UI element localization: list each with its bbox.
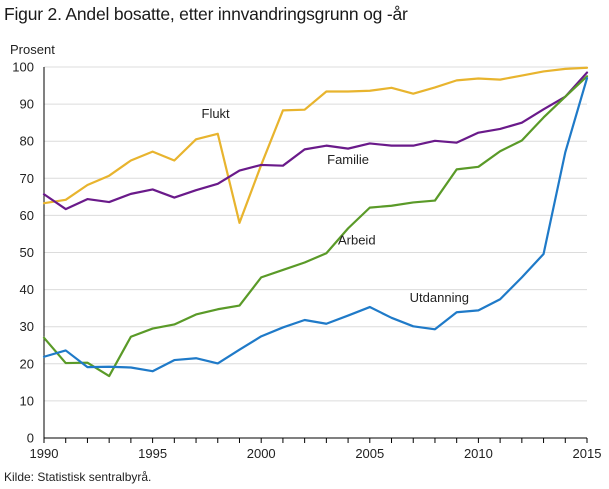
x-tick-label-2000: 2000	[247, 446, 276, 461]
series-line-flukt	[42, 66, 589, 224]
x-tick-label-2015: 2015	[573, 446, 602, 461]
y-tick-label-60: 60	[20, 208, 34, 223]
y-tick-label-10: 10	[20, 393, 34, 408]
y-axis-label: Prosent	[10, 42, 55, 57]
y-tick-label-50: 50	[20, 245, 34, 260]
series-label-arbeid: Arbeid	[338, 232, 376, 247]
x-tick-label-1990: 1990	[30, 446, 59, 461]
line-chart: 0 10 20 30 40 50 60 70 80 90 100 1990 1995 2000 2005 20…	[10, 42, 601, 462]
chart-title: Figur 2. Andel bosatte, etter innvandrin…	[4, 4, 408, 24]
y-tick-label-0: 0	[27, 431, 34, 446]
y-tick-label-20: 20	[20, 356, 34, 371]
gridlines	[44, 66, 587, 402]
series-lines	[42, 66, 589, 378]
y-tick-label-90: 90	[20, 97, 34, 112]
y-tick-label-100: 100	[12, 60, 34, 75]
source-note: Kilde: Statistisk sentralbyrå.	[4, 470, 152, 484]
series-line-arbeid	[42, 75, 589, 378]
x-tick-label-1995: 1995	[138, 446, 167, 461]
series-labels: Flukt Familie Arbeid Utdanning	[202, 106, 469, 305]
x-tick-label-2005: 2005	[355, 446, 384, 461]
series-line-utdanning	[42, 77, 589, 373]
y-tick-label-30: 30	[20, 319, 34, 334]
y-tick-label-40: 40	[20, 282, 34, 297]
series-label-flukt: Flukt	[202, 106, 231, 121]
series-label-utdanning: Utdanning	[410, 290, 469, 305]
series-line-familie	[42, 71, 589, 211]
series-label-familie: Familie	[327, 152, 369, 167]
x-tick-label-2010: 2010	[464, 446, 493, 461]
y-tick-label-80: 80	[20, 134, 34, 149]
y-tick-label-70: 70	[20, 171, 34, 186]
axes: 0 10 20 30 40 50 60 70 80 90 100 1990 1995 2000 2005 20…	[12, 60, 601, 462]
